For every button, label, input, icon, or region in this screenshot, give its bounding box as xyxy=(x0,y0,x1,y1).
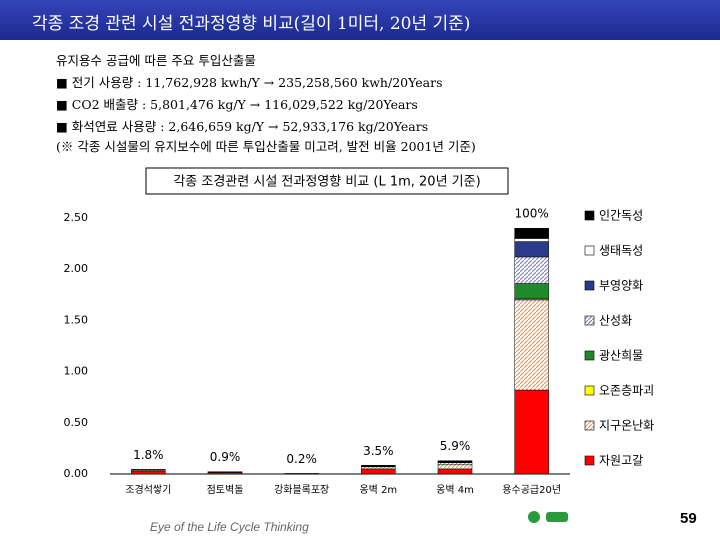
legend-swatch xyxy=(584,280,595,291)
x-tick-label: 점토벽돌 xyxy=(207,484,244,496)
y-tick-label: 1.00 xyxy=(64,365,89,378)
legend-label: 오존층파괴 xyxy=(599,384,654,398)
legend-label: 산성화 xyxy=(599,314,632,328)
x-tick-label: 옹벽 2m xyxy=(359,484,397,496)
bar-segment xyxy=(514,227,549,239)
bar-segment xyxy=(131,470,166,475)
slide-title: 각종 조경 관련 시설 전과정영향 비교(길이 1미터, 20년 기준) xyxy=(32,14,471,34)
bar-segment xyxy=(361,466,396,470)
legend-label: 생태독성 xyxy=(599,244,643,258)
note: ■ CO2 배출량 : 5,801,476 kg/Y → 116,029,522… xyxy=(56,97,418,112)
legend-swatch xyxy=(584,210,595,221)
legend-label: 자원고갈 xyxy=(599,454,643,468)
value-label: 100% xyxy=(515,207,549,221)
legend-swatch xyxy=(584,245,595,256)
legend-swatch xyxy=(584,350,595,361)
y-tick-label: 0.50 xyxy=(64,416,89,429)
bar-segment xyxy=(514,299,549,391)
bar-segment xyxy=(361,468,396,475)
x-tick-label: 옹벽 4m xyxy=(436,484,474,496)
bar-segment xyxy=(437,460,473,463)
bar-segment xyxy=(131,469,166,471)
value-label: 1.8% xyxy=(133,448,164,462)
value-label: 0.2% xyxy=(286,452,317,466)
note: ■ 화석연료 사용량 : 2,646,659 kg/Y → 52,933,176… xyxy=(56,119,429,134)
logo xyxy=(528,511,540,523)
legend-swatch xyxy=(584,315,595,326)
title-bar xyxy=(0,0,720,40)
chart-title: 각종 조경관련 시설 전과정영향 비교 (L 1m, 20년 기준) xyxy=(173,175,480,190)
value-label: 0.9% xyxy=(210,450,241,464)
note: ■ 전기 사용량 : 11,762,928 kwh/Y → 235,258,56… xyxy=(56,75,443,90)
bar-segment xyxy=(514,241,549,258)
bar-segment xyxy=(514,256,549,284)
legend-label: 광산희물 xyxy=(599,349,643,363)
bar-segment xyxy=(514,389,549,475)
note: 유지용수 공급에 따른 주요 투입산출물 xyxy=(56,53,256,68)
page-number: 59 xyxy=(680,510,697,527)
legend-label: 지구온난화 xyxy=(599,419,654,433)
value-label: 3.5% xyxy=(363,444,394,458)
y-tick-label: 2.50 xyxy=(64,211,89,224)
bar-segment xyxy=(437,464,473,470)
bar-segment xyxy=(361,465,396,467)
bar-segment xyxy=(514,283,549,300)
footer-text: Eye of the Life Cycle Thinking xyxy=(150,520,309,534)
chart-title-box xyxy=(145,167,509,195)
y-tick-label: 1.50 xyxy=(64,313,89,326)
value-label: 5.9% xyxy=(440,439,471,453)
legend-label: 인간독성 xyxy=(599,209,643,223)
bar-segment xyxy=(514,238,549,242)
legend-label: 부영양화 xyxy=(599,279,643,293)
note: (※ 각종 시설물의 유지보수에 따른 투입산출물 미고려, 발전 비율 200… xyxy=(56,139,476,154)
y-tick-label: 2.00 xyxy=(64,262,89,275)
bar-segment xyxy=(437,462,473,466)
legend-swatch xyxy=(584,420,595,431)
legend-swatch xyxy=(584,385,595,396)
logo xyxy=(546,512,568,522)
x-tick-label: 조경석쌓기 xyxy=(125,483,171,496)
y-tick-label: 0.00 xyxy=(64,467,89,480)
bar-segment xyxy=(437,468,473,475)
x-tick-label: 용수공급20년 xyxy=(502,484,561,496)
x-tick-label: 강화블록포장 xyxy=(274,484,329,496)
legend-swatch xyxy=(584,455,595,466)
